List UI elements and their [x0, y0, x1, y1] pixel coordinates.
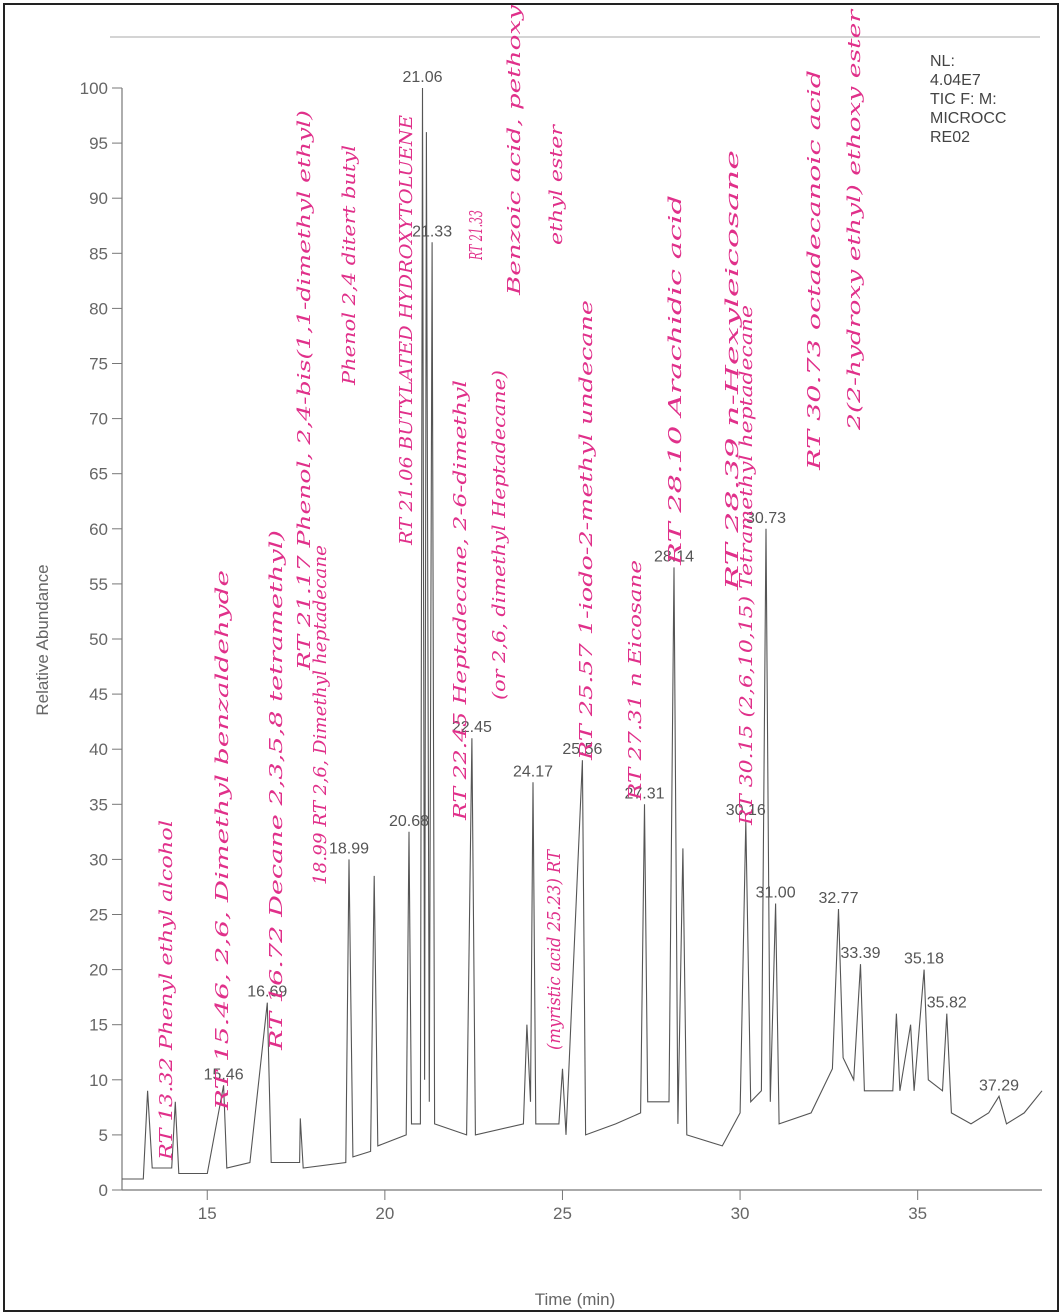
- handwritten-note: RT 27.31 n Eicosane: [625, 560, 646, 801]
- y-tick-label: 5: [99, 1126, 108, 1145]
- peak-label: 21.33: [412, 223, 452, 240]
- handwritten-note: (or 2,6, dimethyl Heptadecane): [489, 370, 510, 700]
- y-tick-label: 35: [89, 795, 108, 814]
- y-tick-label: 60: [89, 520, 108, 539]
- x-axis-label: Time (min): [535, 1290, 616, 1309]
- instrument-info: MICROCC: [930, 110, 1006, 127]
- peak-label: 35.82: [927, 995, 967, 1012]
- handwritten-note: ethyl ester: [546, 123, 567, 245]
- y-tick-label: 25: [89, 906, 108, 925]
- y-tick-label: 95: [89, 134, 108, 153]
- y-tick-label: 50: [89, 630, 108, 649]
- x-tick-label: 35: [908, 1204, 927, 1223]
- y-axis-label: Relative Abundance: [33, 564, 52, 715]
- x-tick-label: 20: [375, 1204, 394, 1223]
- x-tick-label: 30: [731, 1204, 750, 1223]
- peak-label: 31.00: [756, 884, 796, 901]
- handwritten-note: RT 30.15 (2,6,10,15) Tetramethyl heptade…: [736, 305, 757, 826]
- y-tick-label: 70: [89, 410, 108, 429]
- y-tick-label: 85: [89, 244, 108, 263]
- peak-label: 35.18: [904, 951, 944, 968]
- handwritten-note: RT 28.10 Arachidic acid: [665, 195, 686, 567]
- y-tick-label: 10: [89, 1071, 108, 1090]
- handwritten-note: Benzoic acid, pethoxy: [504, 4, 525, 297]
- page: {"chart_data": { "type": "line", "x_labe…: [0, 0, 1062, 1315]
- handwritten-note: RT 13.32 Phenyl ethyl alcohol: [156, 820, 177, 1162]
- peak-label: 32.77: [818, 890, 858, 907]
- peak-label: 21.06: [402, 69, 442, 86]
- handwritten-note: RT 15.46, 2,6, Dimethyl benzaldehyde: [212, 570, 233, 1112]
- y-tick-label: 100: [80, 79, 108, 98]
- handwritten-note: Phenol 2,4 ditert butyl: [339, 145, 360, 386]
- y-tick-label: 65: [89, 465, 108, 484]
- peak-label: 20.68: [389, 813, 429, 830]
- y-tick-label: 0: [99, 1181, 108, 1200]
- y-tick-label: 40: [89, 740, 108, 759]
- y-tick-label: 45: [89, 685, 108, 704]
- handwritten-note: RT 22.45 Heptadecane, 2-6-dimethyl: [450, 380, 471, 822]
- x-tick-label: 25: [553, 1204, 572, 1223]
- y-tick-label: 90: [89, 189, 108, 208]
- x-tick-label: 15: [198, 1204, 217, 1223]
- handwritten-note: RT 21.17 Phenol, 2,4-bis(1,1-dimethyl et…: [294, 110, 315, 671]
- y-tick-label: 55: [89, 575, 108, 594]
- handwritten-note: RT 25.57 1-iodo-2-methyl undecane: [576, 300, 597, 761]
- peak-label: 18.99: [329, 840, 369, 857]
- instrument-info: RE02: [930, 129, 970, 146]
- y-tick-label: 75: [89, 355, 108, 374]
- handwritten-note: RT 16.72 Decane 2,3,5,8 tetramethyl): [266, 530, 287, 1052]
- instrument-info: TIC F: M:: [930, 91, 997, 108]
- y-tick-label: 80: [89, 299, 108, 318]
- handwritten-note: (myristic acid 25.23) RT: [544, 848, 565, 1050]
- instrument-info: 4.04E7: [930, 72, 981, 89]
- peak-label: 24.17: [513, 763, 553, 780]
- chart: Time (min) Relative Abundance 0 5 10 15 20 25…: [0, 0, 1062, 1315]
- handwritten-note: RT 21.06 BUTYLATED HYDROXYTOLUENE: [396, 115, 417, 546]
- peak-label: 37.29: [979, 1077, 1019, 1094]
- instrument-info: NL:: [930, 53, 955, 70]
- y-tick-label: 15: [89, 1016, 108, 1035]
- y-tick-label: 20: [89, 961, 108, 980]
- y-tick-label: 30: [89, 850, 108, 869]
- handwritten-note: RT 21.33: [466, 210, 487, 261]
- peak-label: 33.39: [840, 945, 880, 962]
- handwritten-note: 2(2-hydroxy ethyl) ethoxy ester: [844, 8, 865, 432]
- handwritten-note: RT 30.73 octadecanoic acid: [804, 70, 825, 472]
